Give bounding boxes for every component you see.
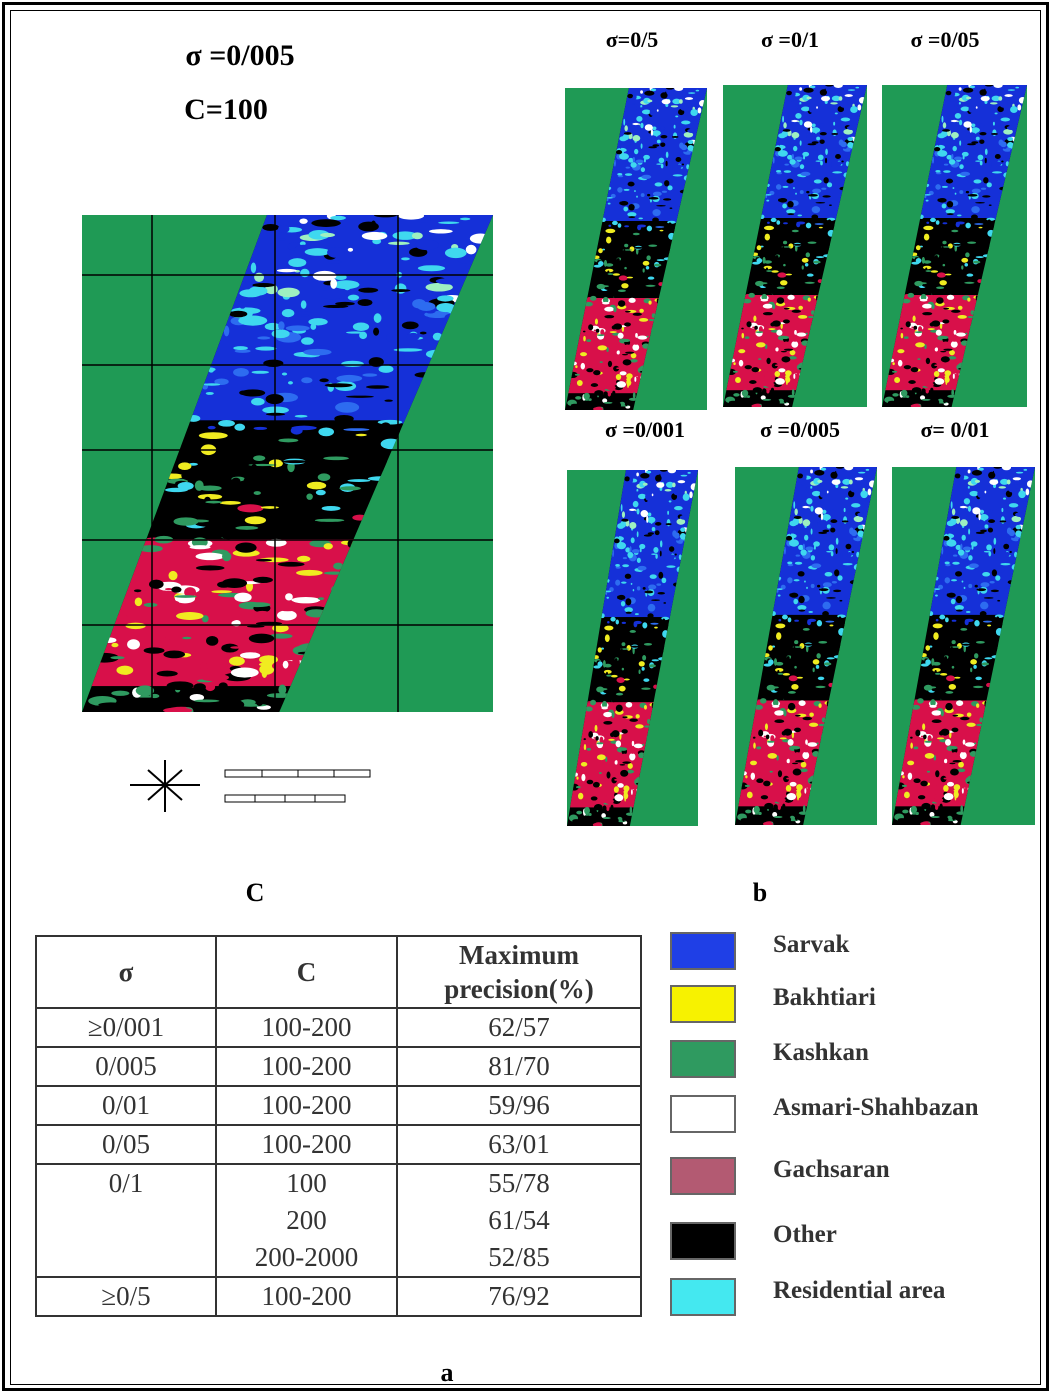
cell: 0/05: [36, 1125, 216, 1164]
cell: 0/005: [36, 1047, 216, 1086]
classified-map-small: [882, 83, 1027, 410]
cell: 100-200: [216, 1277, 397, 1316]
legend-label: Gachsaran: [773, 1157, 890, 1183]
classified-map: [82, 212, 493, 716]
sigma-cell: ≥0/001: [37, 1009, 215, 1046]
c-cell: 100-200: [217, 1087, 396, 1124]
legend-label: Bakhtiari: [773, 985, 876, 1011]
map-label: σ =0/005: [760, 417, 840, 442]
classified-map-small: [892, 465, 1035, 828]
precision-cell: 62/57: [398, 1009, 640, 1046]
panel-caption: C: [246, 878, 265, 907]
sigma-cell: 0/05: [37, 1126, 215, 1163]
map-label: σ=0/5: [606, 27, 659, 52]
cell: ≥0/5: [36, 1277, 216, 1316]
precision-cell: 81/70: [398, 1048, 640, 1085]
sigma-cell: 0/005: [37, 1048, 215, 1085]
panel-caption: b: [753, 878, 767, 907]
map-subtitle: C=100: [184, 93, 268, 126]
c-cell: 100-200: [217, 1126, 396, 1163]
c-cell: 100-200: [217, 1278, 396, 1315]
legend-swatch: [670, 1157, 736, 1195]
legend-label: Residential area: [773, 1278, 945, 1304]
legend-swatch: [670, 1095, 736, 1133]
sigma-cell: 0/01: [37, 1087, 215, 1124]
c-cell: 100: [217, 1165, 396, 1202]
legend-label: Sarvak: [773, 932, 849, 958]
column-header: Maximum precision(%): [397, 936, 641, 1008]
sigma-cell: ≥0/5: [37, 1278, 215, 1315]
cell: 100-200: [216, 1047, 397, 1086]
panel-caption: a: [441, 1358, 454, 1387]
classified-map-small: [565, 86, 707, 413]
scale-bar: [225, 770, 370, 802]
cell: 62/57: [397, 1008, 641, 1047]
c-cell: 100-200: [217, 1048, 396, 1085]
legend-swatch: [670, 932, 736, 970]
precision-cell: 55/78: [398, 1165, 640, 1202]
cell: 59/96: [397, 1086, 641, 1125]
precision-cell: 76/92: [398, 1278, 640, 1315]
legend-swatch: [670, 985, 736, 1023]
column-header: σ: [36, 936, 216, 1008]
cell: 63/01: [397, 1125, 641, 1164]
cell: 100-200: [216, 1008, 397, 1047]
legend-swatch: [670, 1278, 736, 1316]
precision-cell: 61/54: [398, 1202, 640, 1239]
legend-label: Other: [773, 1222, 837, 1248]
cell: 81/70: [397, 1047, 641, 1086]
map-title: σ =0/005: [185, 39, 294, 72]
map-label: σ= 0/01: [920, 417, 989, 442]
classified-map-small: [723, 83, 867, 410]
c-cell: 200: [217, 1202, 396, 1239]
cell: 0/1: [36, 1164, 216, 1277]
north-arrow: [130, 760, 200, 812]
classified-map-small: [567, 468, 698, 829]
cell: 100-200: [216, 1125, 397, 1164]
cell: 76/92: [397, 1277, 641, 1316]
c-cell: 200-2000: [217, 1239, 396, 1276]
legend-label: Asmari-Shahbazan: [773, 1095, 979, 1121]
legend-label: Kashkan: [773, 1040, 869, 1066]
precision-cell: 63/01: [398, 1126, 640, 1163]
map-label: σ =0/1: [761, 27, 819, 52]
legend-swatch: [670, 1222, 736, 1260]
figure: σ =0/005 C=100 C b a σ=0/5 σ =0/1 σ =0/05 σ…: [0, 0, 1051, 1393]
map-label: σ =0/001: [605, 417, 685, 442]
classified-map-small: [735, 465, 877, 828]
precision-cell: 52/85: [398, 1239, 640, 1276]
cell: 100-200: [216, 1086, 397, 1125]
sigma-cell: 0/1: [37, 1165, 215, 1202]
cell: 0/01: [36, 1086, 216, 1125]
c-cell: 100-200: [217, 1009, 396, 1046]
legend-swatch: [670, 1040, 736, 1078]
column-header: C: [216, 936, 397, 1008]
map-label: σ =0/05: [910, 27, 979, 52]
cell: ≥0/001: [36, 1008, 216, 1047]
precision-cell: 59/96: [398, 1087, 640, 1124]
